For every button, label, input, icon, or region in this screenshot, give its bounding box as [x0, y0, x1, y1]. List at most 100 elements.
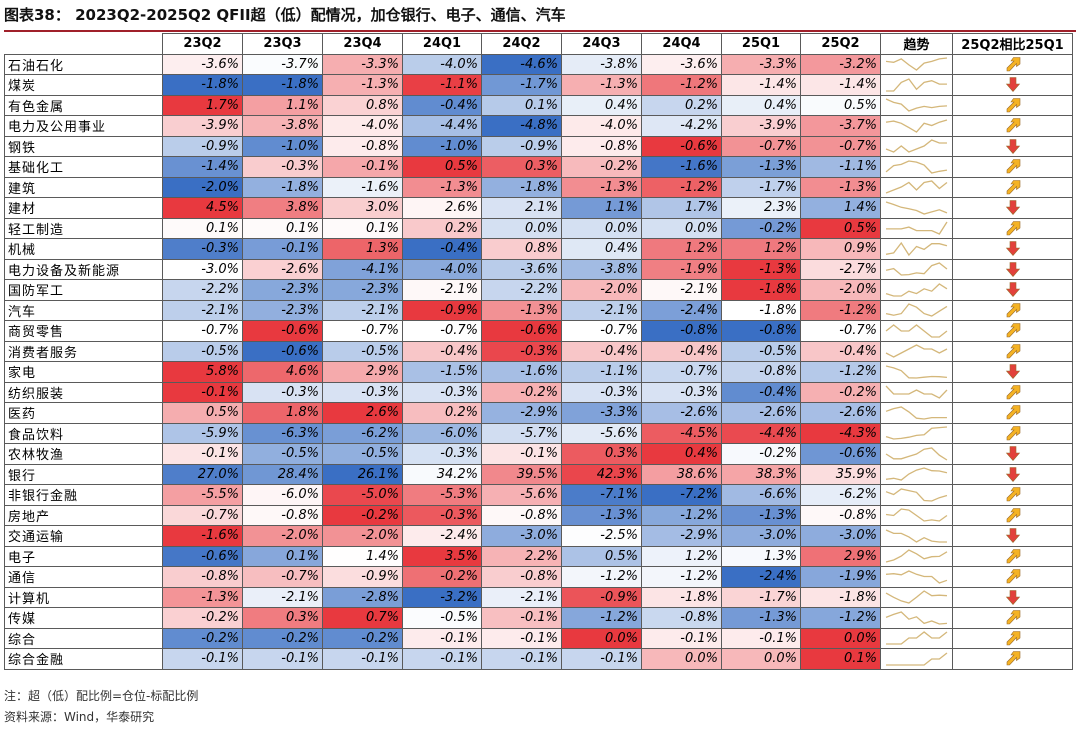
sparkline: [885, 488, 948, 502]
value-cell: -6.2%: [800, 484, 881, 506]
trend-cell: [880, 94, 953, 116]
value-cell: -0.2%: [481, 381, 562, 403]
value-cell: 2.6%: [402, 197, 482, 219]
value-cell: -0.3%: [322, 381, 403, 403]
sparkline: [885, 385, 948, 400]
value-cell: -3.3%: [721, 53, 801, 75]
table-row: 农林牧渔 -0.1% -0.5% -0.5% -0.3% -0.1% 0.3% 0.4% -0.…: [4, 443, 1073, 465]
value-cell: -1.8%: [242, 74, 323, 96]
value-cell: 0.4%: [561, 94, 642, 116]
value-cell: -0.1%: [322, 648, 403, 670]
value-cell: -1.8%: [721, 279, 801, 301]
value-cell: -2.9%: [641, 525, 722, 547]
sparkline: [885, 426, 948, 440]
arrow-up-right-icon: [1006, 56, 1020, 72]
arrow-up-right-icon: [1006, 405, 1020, 420]
change-cell: [952, 176, 1073, 198]
value-cell: -0.1%: [242, 648, 323, 670]
sparkline: [885, 447, 948, 461]
value-cell: 42.3%: [561, 463, 642, 485]
value-cell: -3.0%: [800, 525, 881, 547]
table-row: 煤炭 -1.8% -1.8% -1.3% -1.1% -1.7% -1.3% -1.2% -1.…: [4, 74, 1073, 96]
value-cell: -4.8%: [481, 115, 562, 137]
value-cell: 2.9%: [800, 545, 881, 567]
value-cell: -1.3%: [561, 74, 642, 96]
value-cell: -0.3%: [402, 381, 482, 403]
value-cell: -5.7%: [481, 422, 562, 444]
industry-name: 综合金融: [4, 648, 163, 670]
value-cell: -2.1%: [162, 299, 243, 321]
sparkline-path: [885, 201, 948, 215]
value-cell: -1.3%: [481, 299, 562, 321]
corner-cell: [4, 33, 163, 55]
value-cell: -3.6%: [481, 258, 562, 280]
value-cell: -1.2%: [561, 566, 642, 588]
arrow-up-right-icon: [1006, 507, 1020, 523]
value-cell: -0.3%: [402, 504, 482, 526]
value-cell: -1.2%: [641, 74, 722, 96]
value-cell: -0.1%: [162, 381, 243, 403]
value-cell: -2.6%: [721, 402, 801, 424]
table-row: 建筑 -2.0% -1.8% -1.6% -1.3% -1.8% -1.3% -1.2% -1.…: [4, 176, 1073, 198]
value-cell: -3.7%: [242, 53, 323, 75]
arrow-down-icon: [1005, 241, 1020, 257]
value-cell: -0.1%: [322, 156, 403, 178]
arrow-up-right-icon: [1006, 97, 1020, 113]
value-cell: -0.7%: [800, 320, 881, 342]
value-cell: -0.2%: [162, 607, 243, 629]
sparkline: [885, 611, 948, 625]
value-cell: -1.2%: [641, 176, 722, 198]
value-cell: -7.1%: [561, 484, 642, 506]
value-cell: -0.6%: [800, 443, 881, 465]
value-cell: -6.6%: [721, 484, 801, 506]
value-cell: -0.2%: [242, 627, 323, 649]
value-cell: -4.2%: [641, 115, 722, 137]
value-cell: -1.3%: [402, 176, 482, 198]
value-cell: -0.3%: [242, 156, 323, 178]
value-cell: -0.8%: [641, 607, 722, 629]
value-cell: 1.1%: [242, 94, 323, 116]
value-cell: -3.6%: [162, 53, 243, 75]
change-cell: [952, 197, 1073, 219]
trend-cell: [880, 320, 953, 342]
value-cell: 0.9%: [800, 238, 881, 260]
value-cell: -0.2%: [322, 627, 403, 649]
sparkline: [885, 570, 948, 584]
value-cell: -1.6%: [641, 156, 722, 178]
value-cell: -1.2%: [561, 607, 642, 629]
value-cell: 0.0%: [800, 627, 881, 649]
value-cell: -5.9%: [162, 422, 243, 444]
value-cell: -0.2%: [322, 504, 403, 526]
sparkline: [885, 344, 948, 358]
change-cell: [952, 627, 1073, 649]
value-cell: 0.8%: [481, 238, 562, 260]
value-cell: -0.6%: [481, 320, 562, 342]
value-cell: -3.0%: [721, 525, 801, 547]
trend-cell: [880, 361, 953, 383]
sparkline: [885, 282, 948, 297]
value-cell: -0.5%: [721, 340, 801, 362]
value-cell: -0.4%: [641, 340, 722, 362]
arrow-down-icon: [1005, 466, 1020, 482]
value-cell: -2.1%: [561, 299, 642, 321]
value-cell: -3.8%: [561, 53, 642, 75]
value-cell: -4.5%: [641, 422, 722, 444]
value-cell: 0.5%: [162, 402, 243, 424]
value-cell: -0.1%: [481, 607, 562, 629]
arrow-up-right-icon: [1006, 630, 1020, 646]
table-row: 汽车 -2.1% -2.3% -2.1% -0.9% -1.3% -2.1% -2.4% -1.…: [4, 299, 1073, 321]
value-cell: -0.9%: [402, 299, 482, 321]
value-cell: -3.0%: [481, 525, 562, 547]
sparkline-path: [885, 323, 948, 338]
trend-cell: [880, 443, 953, 465]
value-cell: -0.7%: [641, 361, 722, 383]
sparkline-path: [885, 303, 948, 317]
change-cell: [952, 74, 1073, 96]
table-row: 房地产 -0.7% -0.8% -0.2% -0.3% -0.8% -1.3% -1.2% -1…: [4, 504, 1073, 526]
value-cell: 2.3%: [721, 197, 801, 219]
value-cell: 1.7%: [162, 94, 243, 116]
value-cell: -3.2%: [402, 586, 482, 608]
industry-name: 银行: [4, 463, 163, 485]
arrow-up-right-icon: [1006, 610, 1020, 625]
value-cell: -6.0%: [242, 484, 323, 506]
